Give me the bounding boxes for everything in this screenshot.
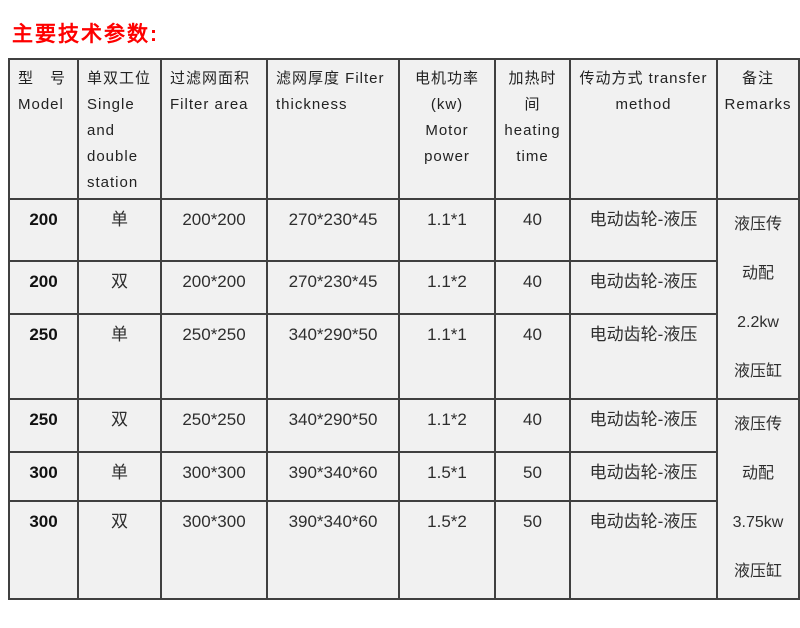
table-row: 300 单 300*300 390*340*60 1.5*1 50 电动齿轮-液… [8,451,799,502]
cell-station: 双 [77,260,162,315]
cell-filter-thickness: 390*340*60 [266,451,400,502]
cell-heating-time: 40 [494,312,571,401]
table-row: 200 单 200*200 270*230*45 1.1*1 40 电动齿轮-液… [8,197,800,400]
cell-station: 双 [77,500,162,600]
cell-transfer-method: 电动齿轮-液压 [569,451,718,502]
cell-heating-time: 40 [494,398,571,453]
cell-motor-power: 1.1*1 [398,312,496,401]
cell-transfer-method: 电动齿轮-液压 [569,500,718,600]
spec-table: 型 号 Model 单双工位 Single and double station… [8,58,800,600]
cell-heating-time: 50 [494,451,571,502]
cell-transfer-method: 电动齿轮-液压 [569,260,718,315]
table-row: 250 单 250*250 340*290*50 1.1*1 40 电动齿轮-液… [8,312,799,401]
cell-heating-time: 50 [494,500,571,600]
cell-motor-power: 1.1*1 [398,197,496,263]
cell-filter-thickness: 340*290*50 [266,312,400,401]
cell-motor-power: 1.1*2 [398,398,496,453]
header-heating-time: 加热时 间 heating time [494,58,571,200]
cell-filter-area: 250*250 [160,312,268,401]
cell-remarks-group-1: 液压传 动配 2.2kw 液压缸 [716,198,800,400]
cell-filter-area: 300*300 [160,500,268,600]
cell-heating-time: 40 [494,260,571,315]
cell-model: 250 [8,398,79,453]
cell-motor-power: 1.5*2 [398,500,496,600]
cell-filter-area: 300*300 [160,451,268,502]
header-station: 单双工位 Single and double station [77,58,162,200]
cell-model: 300 [8,451,79,502]
cell-filter-area: 200*200 [160,260,268,315]
cell-station: 单 [77,197,162,263]
table-row: 250 双 250*250 340*290*50 1.1*2 40 电动齿轮-液… [8,398,800,600]
cell-transfer-method: 电动齿轮-液压 [569,312,718,401]
cell-motor-power: 1.1*2 [398,260,496,315]
cell-station: 双 [77,398,162,453]
header-filter-area: 过滤网面积 Filter area [160,58,268,200]
cell-remarks-group-2: 液压传 动配 3.75kw 液压缸 [716,398,800,600]
table-header-row: 型 号 Model 单双工位 Single and double station… [8,58,800,200]
cell-station: 单 [77,312,162,401]
cell-filter-thickness: 270*230*45 [266,260,400,315]
cell-motor-power: 1.5*1 [398,451,496,502]
cell-station: 单 [77,451,162,502]
cell-model: 250 [8,312,79,401]
header-filter-thickness: 滤网厚度 Filter thickness [266,58,400,200]
page-title: 主要技术参数: [12,23,159,46]
cell-transfer-method: 电动齿轮-液压 [569,197,718,263]
cell-filter-thickness: 340*290*50 [266,398,400,453]
header-model: 型 号 Model [8,58,79,200]
cell-filter-thickness: 390*340*60 [266,500,400,600]
cell-filter-area: 250*250 [160,398,268,453]
header-remarks: 备注 Remarks [716,58,800,200]
cell-filter-thickness: 270*230*45 [266,197,400,263]
header-motor-power: 电机功率 (kw) Motor power [398,58,496,200]
cell-transfer-method: 电动齿轮-液压 [569,398,718,453]
cell-model: 200 [8,197,79,263]
table-row: 300 双 300*300 390*340*60 1.5*2 50 电动齿轮-液… [8,500,799,600]
cell-filter-area: 200*200 [160,197,268,263]
table-row: 200 双 200*200 270*230*45 1.1*2 40 电动齿轮-液… [8,260,799,315]
header-transfer-method: 传动方式 transfer method [569,58,718,200]
cell-model: 300 [8,500,79,600]
cell-heating-time: 40 [494,197,571,263]
cell-model: 200 [8,260,79,315]
